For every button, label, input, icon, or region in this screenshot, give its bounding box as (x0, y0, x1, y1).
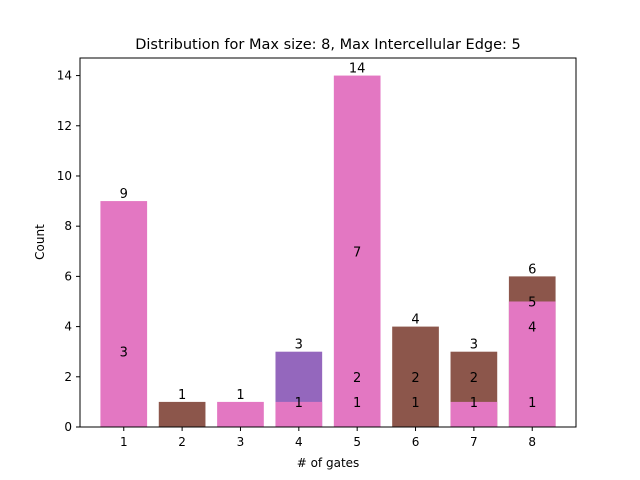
x-axis-label: # of gates (297, 456, 360, 470)
bar-value-label-8: 2 (353, 371, 361, 386)
bar-value-label-2: 1 (178, 388, 186, 403)
y-axis-ticks: 0 2 4 6 8 10 12 14 (57, 69, 80, 434)
bar-value-label-16: 6 (528, 262, 536, 277)
bar-4-pink-4 (275, 401, 323, 427)
bar-value-label-13: 3 (470, 338, 478, 353)
bar-value-label-17: 5 (528, 295, 536, 310)
bar-5-pink-5 (333, 75, 381, 428)
bar-value-label-4: 3 (295, 338, 303, 353)
x-tick-label-2: 2 (178, 435, 186, 449)
bar-value-label-5: 1 (295, 396, 303, 411)
bar-value-label-0: 9 (120, 187, 128, 202)
x-tick-label-3: 3 (237, 435, 245, 449)
bar-7-pink-8 (450, 401, 498, 427)
bar-8-pink-10 (508, 301, 556, 427)
x-tick-label-5: 5 (353, 435, 361, 449)
x-tick-label-6: 6 (412, 435, 420, 449)
bar-value-label-19: 1 (528, 396, 536, 411)
y-tick-label-4: 4 (64, 320, 72, 334)
x-tick-label-8: 8 (528, 435, 536, 449)
bar-6-brown-6 (392, 326, 439, 427)
y-tick-label-14: 14 (57, 69, 72, 83)
x-tick-label-7: 7 (470, 435, 478, 449)
bar-value-label-3: 1 (236, 388, 244, 403)
y-tick-label-0: 0 (64, 420, 72, 434)
bar-value-label-1: 3 (120, 346, 128, 361)
bar-value-label-12: 1 (411, 396, 419, 411)
bar-value-label-7: 7 (353, 245, 361, 260)
y-tick-label-10: 10 (57, 169, 72, 183)
bar-value-label-9: 1 (353, 396, 361, 411)
x-tick-label-4: 4 (295, 435, 303, 449)
plot-frame (79, 57, 577, 428)
bar-2-brown-1 (158, 401, 206, 427)
y-tick-label-8: 8 (64, 219, 72, 233)
bar-value-label-14: 2 (470, 371, 478, 386)
x-axis-ticks: 1 2 3 4 5 6 7 8 (120, 427, 536, 449)
bar-value-label-10: 4 (411, 313, 419, 328)
chart-title: Distribution for Max size: 8, Max Interc… (135, 37, 521, 53)
bar-1-pink-0 (100, 201, 148, 427)
bar-value-label-15: 1 (470, 396, 478, 411)
y-tick-label-6: 6 (64, 269, 72, 283)
bar-value-label-6: 14 (349, 62, 366, 77)
bars-layer (100, 75, 556, 428)
bar-value-label-11: 2 (411, 371, 419, 386)
x-tick-label-1: 1 (120, 435, 128, 449)
y-tick-label-12: 12 (57, 119, 72, 133)
y-tick-label-2: 2 (64, 370, 72, 384)
bar-3-pink-2 (217, 401, 264, 427)
bar-value-label-18: 4 (528, 321, 536, 336)
y-axis-label: Count (33, 224, 47, 260)
